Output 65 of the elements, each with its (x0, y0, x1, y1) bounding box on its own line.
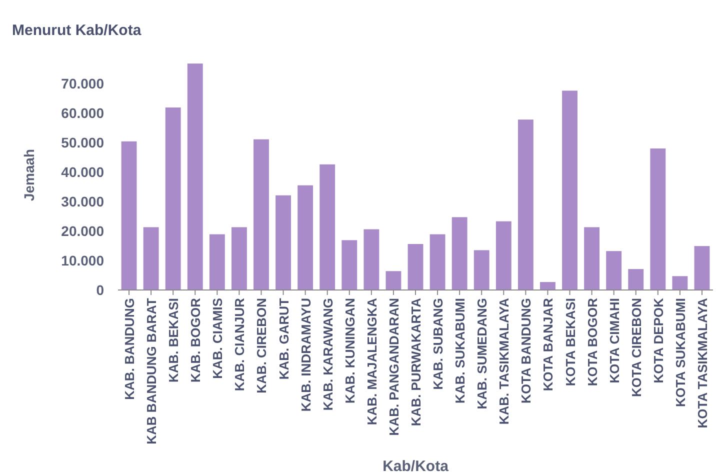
y-tick-label: 50.000 (61, 134, 104, 150)
y-tick-label: 10.000 (61, 252, 104, 268)
bar (474, 250, 490, 290)
x-tick-label: KOTA TASIKMALAYA (694, 297, 710, 428)
bar (606, 251, 622, 290)
x-tick-label: KAB. PURWAKARTA (408, 297, 424, 426)
x-tick-label: KAB. SUBANG (430, 298, 446, 390)
y-tick-label: 60.000 (61, 104, 104, 121)
x-tick-label: KOTA BOGOR (584, 297, 600, 386)
bar (694, 246, 710, 290)
bar (254, 139, 269, 290)
x-tick-label: KAB. BEKASI (166, 298, 182, 383)
x-tick-label: KAB. INDRAMAYU (298, 298, 314, 412)
y-tick-label: 0 (96, 282, 104, 298)
bar (342, 240, 358, 290)
x-tick-label: KAB. KUNINGAN (342, 298, 358, 404)
bar (672, 276, 688, 290)
x-tick-label: KAB. KARAWANG (320, 298, 336, 411)
x-tick-label: KAB. BOGOR (188, 297, 204, 382)
bar (408, 244, 424, 290)
bar (430, 234, 446, 290)
bar (628, 269, 644, 290)
bar (276, 195, 291, 290)
x-tick-label: KOTA SUKABUMI (672, 298, 688, 408)
bar (364, 229, 380, 290)
bar (298, 185, 314, 290)
x-tick-label: KAB. MAJALENGKA (364, 297, 380, 426)
chart-title: Menurut Kab/Kota (12, 22, 142, 39)
bar (231, 227, 247, 290)
bar (187, 64, 203, 290)
x-tick-label: KAB. GARUT (276, 298, 292, 380)
y-tick-label: 40.000 (61, 164, 104, 180)
bar (650, 148, 666, 290)
y-tick-label: 20.000 (61, 222, 104, 239)
y-tick-label: 30.000 (61, 193, 104, 210)
bar (496, 221, 512, 290)
x-tick-label: KAB. BANDUNG (122, 298, 138, 400)
x-tick-label: KOTA CIREBON (628, 298, 644, 397)
bar (320, 164, 336, 290)
bar (584, 227, 600, 290)
x-tick-label: KAB. CIREBON (254, 298, 270, 394)
bar (143, 227, 159, 290)
x-tick-label: KAB. TASIKMALAYA (496, 297, 512, 425)
bar (165, 107, 181, 290)
bar (386, 271, 402, 290)
x-tick-label: KAB. SUKABUMI (452, 298, 468, 404)
bar (121, 141, 137, 290)
bar (209, 234, 225, 290)
x-tick-label: KOTA CIMAHI (606, 298, 622, 384)
x-tick-label: KAB. PANGANDARAN (386, 298, 402, 436)
x-tick-label: KAB BANDUNG BARAT (144, 298, 160, 444)
x-tick-label: KOTA BEKASI (562, 298, 578, 386)
bar (540, 282, 556, 290)
bar (452, 217, 468, 290)
bar (518, 120, 534, 290)
y-tick-label: 70.000 (61, 75, 104, 92)
x-tick-label: KOTA BANDUNG (518, 298, 534, 404)
x-axis-title: Kab/Kota (382, 458, 450, 475)
x-tick-label: KOTA BANJAR (540, 297, 556, 392)
bar (562, 90, 578, 290)
x-tick-label: KAB. CIAMIS (210, 298, 226, 379)
x-tick-label: KAB. SUMEDANG (474, 298, 490, 410)
x-tick-label: KAB. CIANJUR (232, 297, 248, 392)
y-axis-title: Jemaah (21, 148, 37, 202)
x-tick-label: KOTA DEPOK (650, 297, 666, 384)
